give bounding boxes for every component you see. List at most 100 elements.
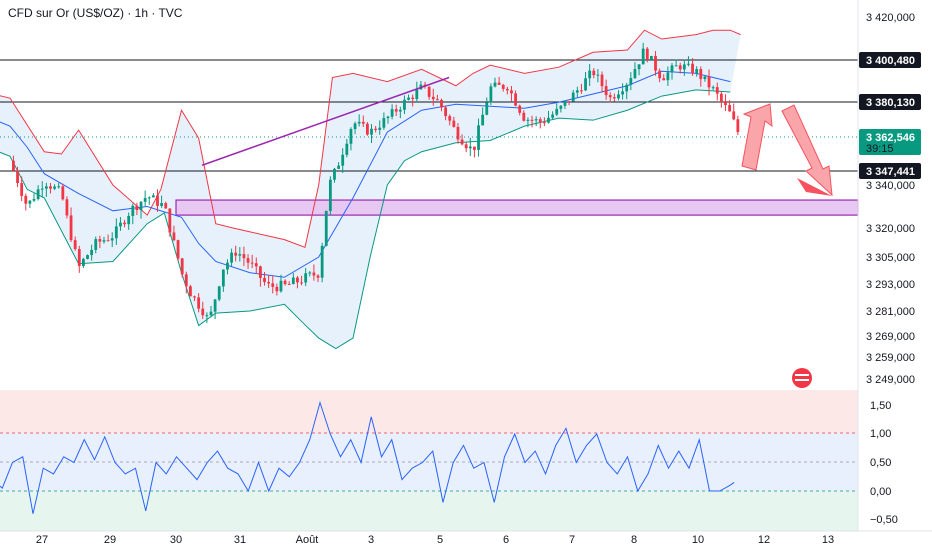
- osc-tick-label: −0,50: [870, 514, 898, 526]
- time-tick-label: 29: [104, 534, 116, 546]
- candle-body: [514, 93, 517, 106]
- candle-body: [699, 68, 703, 80]
- candle-body: [724, 101, 727, 106]
- bollinger-middle-line: [0, 70, 731, 278]
- candle-body: [604, 86, 608, 96]
- candle-body: [403, 99, 406, 110]
- candle-body: [65, 199, 69, 216]
- candle-body: [304, 273, 308, 283]
- candle-body: [300, 282, 303, 284]
- arrow-head-down: [797, 178, 832, 196]
- candle-body: [102, 240, 106, 242]
- candle-body: [382, 118, 386, 128]
- candle-body: [588, 70, 592, 79]
- time-tick-label: 8: [631, 534, 637, 546]
- candle-body: [296, 277, 299, 283]
- candle-body: [242, 254, 246, 259]
- candle-body: [526, 119, 530, 121]
- candle-body: [575, 90, 579, 93]
- bollinger-upper-line: [0, 29, 741, 249]
- candle-body: [226, 262, 229, 270]
- price-level-badge: [859, 94, 921, 110]
- candle-body: [600, 74, 604, 87]
- candle-body: [530, 119, 534, 121]
- candle-body: [691, 63, 694, 74]
- candle-body: [637, 64, 641, 70]
- candle-body: [571, 92, 575, 102]
- candle-body: [197, 297, 201, 309]
- candle-body: [670, 65, 674, 73]
- price-level-label: 3 347,441: [866, 166, 915, 178]
- candle-body: [40, 188, 44, 190]
- candle-body: [378, 127, 382, 130]
- candle-body: [522, 112, 526, 121]
- candle-body: [460, 139, 464, 145]
- candle-body: [468, 146, 472, 149]
- candle-body: [464, 144, 468, 149]
- price-level-label: 3 380,130: [866, 97, 915, 109]
- candle-body: [36, 189, 40, 200]
- candle-body: [230, 252, 233, 263]
- candle-body: [736, 119, 740, 133]
- candle-body: [612, 97, 616, 99]
- candle-body: [275, 286, 279, 292]
- candle-body: [695, 68, 699, 74]
- candle-body: [44, 186, 48, 189]
- candle-body: [477, 125, 480, 150]
- candle-body: [12, 160, 15, 171]
- candle-body: [654, 56, 657, 71]
- flag-stripe-icon: [795, 379, 809, 381]
- candle-body: [411, 97, 415, 100]
- candle-body: [28, 200, 32, 204]
- candle-body: [505, 88, 509, 91]
- candle-body: [481, 114, 485, 126]
- candle-body: [555, 108, 559, 115]
- time-tick-label: 10: [692, 534, 704, 546]
- candle-body: [547, 117, 550, 123]
- candle-body: [32, 199, 36, 201]
- candle-body: [386, 116, 390, 119]
- candle-body: [728, 105, 732, 112]
- price-tick-label: 3 249,000: [866, 374, 915, 386]
- candle-body: [563, 101, 567, 106]
- candle-body: [485, 102, 489, 115]
- candle-body: [448, 116, 452, 121]
- candle-body: [114, 226, 118, 239]
- candle-body: [374, 128, 378, 130]
- price-level-label: 3 400,480: [866, 55, 915, 67]
- candle-body: [127, 215, 131, 225]
- candle-body: [61, 186, 65, 200]
- candle-body: [687, 63, 690, 65]
- countdown-label: 39:15: [866, 143, 894, 155]
- candle-body: [497, 82, 501, 85]
- candle-body: [617, 94, 620, 99]
- candle-body: [287, 283, 291, 285]
- candle-body: [254, 263, 258, 267]
- candle-body: [139, 201, 143, 211]
- candle-body: [337, 165, 340, 169]
- candle-body: [308, 272, 312, 274]
- candle-body: [662, 78, 666, 81]
- price-tick-label: 3 293,000: [866, 279, 915, 291]
- candle-body: [732, 111, 736, 120]
- osc-oversold-band: [0, 491, 858, 531]
- candle-body: [608, 95, 612, 98]
- candle-body: [213, 299, 217, 312]
- candle-body: [703, 76, 707, 80]
- candle-body: [172, 232, 176, 241]
- candle-body: [596, 74, 600, 76]
- candle-body: [719, 93, 723, 102]
- candle-body: [678, 65, 682, 70]
- candle-body: [645, 48, 649, 60]
- candle-body: [106, 240, 110, 242]
- candle-body: [82, 258, 85, 267]
- candle-body: [20, 183, 24, 196]
- price-level-badge: [859, 163, 921, 179]
- candle-body: [353, 123, 357, 130]
- candle-body: [283, 280, 287, 284]
- support-zone: [175, 199, 859, 216]
- price-tick-label: 3 269,000: [866, 331, 915, 343]
- candle-body: [258, 266, 262, 278]
- candle-body: [715, 87, 719, 94]
